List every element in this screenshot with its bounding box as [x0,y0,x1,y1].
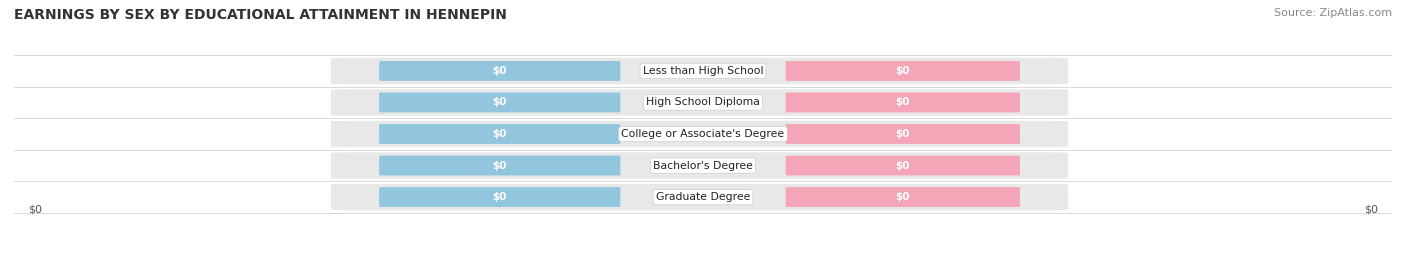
Text: Less than High School: Less than High School [643,66,763,76]
FancyBboxPatch shape [330,89,1069,116]
Text: $0: $0 [28,204,42,214]
FancyBboxPatch shape [380,124,620,144]
FancyBboxPatch shape [380,92,620,112]
Text: EARNINGS BY SEX BY EDUCATIONAL ATTAINMENT IN HENNEPIN: EARNINGS BY SEX BY EDUCATIONAL ATTAINMEN… [14,8,508,22]
FancyBboxPatch shape [330,152,1069,179]
FancyBboxPatch shape [330,121,1069,147]
Text: $0: $0 [492,98,508,107]
FancyBboxPatch shape [786,124,1019,144]
Text: College or Associate's Degree: College or Associate's Degree [621,129,785,139]
Text: $0: $0 [492,192,508,202]
Text: $0: $0 [896,129,910,139]
Text: $0: $0 [492,129,508,139]
Text: $0: $0 [896,66,910,76]
Text: Graduate Degree: Graduate Degree [655,192,751,202]
FancyBboxPatch shape [786,187,1019,207]
Text: $0: $0 [492,161,508,170]
FancyBboxPatch shape [786,156,1019,176]
Text: $0: $0 [896,98,910,107]
Text: Source: ZipAtlas.com: Source: ZipAtlas.com [1274,8,1392,18]
Text: $0: $0 [1364,204,1378,214]
Text: High School Diploma: High School Diploma [647,98,759,107]
FancyBboxPatch shape [380,156,620,176]
FancyBboxPatch shape [330,58,1069,84]
Text: $0: $0 [896,192,910,202]
FancyBboxPatch shape [786,61,1019,81]
FancyBboxPatch shape [330,184,1069,210]
FancyBboxPatch shape [380,187,620,207]
Text: $0: $0 [492,66,508,76]
FancyBboxPatch shape [380,61,620,81]
Text: $0: $0 [896,161,910,170]
Text: Bachelor's Degree: Bachelor's Degree [652,161,754,170]
FancyBboxPatch shape [786,92,1019,112]
